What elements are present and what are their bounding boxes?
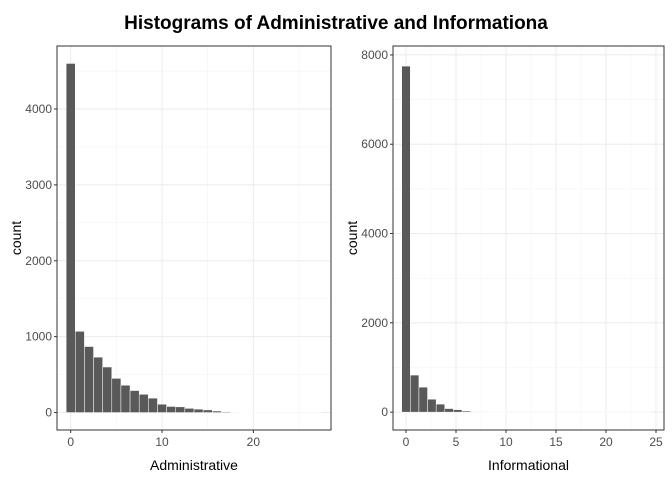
admin-bar [266,412,277,414]
admin-bar [120,384,131,413]
info-y-tick-label: 0 [381,405,388,419]
admin-panel-border [56,45,332,431]
info-bar [435,403,446,413]
admin-bar [166,406,176,413]
info-bar [522,411,532,413]
info-bar [427,398,437,413]
info-x-tick-label: 20 [599,435,613,449]
informational-histogram: 0 2000 4000 6000 8000 0 5 10 15 20 25 Informational… [344,45,665,473]
figure-title: Histograms of Administrative and Informa… [124,13,548,34]
admin-bar [148,397,158,413]
info-bar [418,386,428,413]
info-bar [410,374,420,413]
info-y-tick-label: 6000 [361,137,388,151]
info-bar [504,411,515,413]
admin-bar [75,331,85,413]
info-bar [608,411,618,413]
admin-bar [257,412,268,414]
info-x-tick-label: 5 [453,435,460,449]
admin-bar [175,406,186,413]
info-y-tick-label: 8000 [361,48,388,62]
admin-x-tick-label: 10 [155,435,169,449]
admin-bar [84,346,94,413]
info-bar [479,411,489,413]
admin-x-tick-label: 0 [67,435,74,449]
info-bar [496,411,506,413]
info-bar [556,411,566,413]
info-bar [591,411,601,413]
admin-bar [65,63,76,413]
administrative-histogram: 0 1000 2000 3000 4000 0 10 20 Administrative coun… [8,45,332,473]
info-y-tick-label: 2000 [361,316,388,330]
info-bar [530,411,540,413]
admin-bar [102,366,113,413]
admin-y-axis-title: count [8,221,24,255]
info-bar [616,411,627,413]
info-bar [453,409,463,413]
admin-bar [202,409,213,413]
info-bar [582,411,592,413]
info-x-tick-label: 10 [499,435,513,449]
admin-y-tick-label: 2000 [25,254,52,268]
admin-bar [230,411,240,413]
info-bar [599,411,609,413]
info-bar [470,411,480,413]
admin-y-tick-label: 4000 [25,102,52,116]
admin-bar [275,412,286,414]
admin-y-tick-label: 0 [45,406,52,420]
info-x-tick-label: 15 [549,435,563,449]
admin-bar [212,410,222,413]
info-bar [547,411,558,413]
info-bar [634,411,644,413]
info-bar [539,411,549,413]
admin-bar [129,390,140,413]
admin-bar [221,411,231,413]
admin-bar [184,408,195,413]
info-y-axis-title: count [344,221,360,255]
info-bar [444,408,454,413]
info-y-tick-label: 4000 [361,227,388,241]
info-bar [642,411,652,413]
admin-x-tick-label: 20 [247,435,261,449]
admin-bar [312,412,323,414]
info-bar [625,411,635,413]
admin-y-tick-label: 3000 [25,178,52,192]
admin-bar [285,412,295,414]
admin-bar [138,394,149,413]
info-bar [565,411,575,413]
admin-bar [248,412,259,414]
admin-bar [294,412,304,414]
admin-y-tick-label: 1000 [25,330,52,344]
info-bar [401,65,411,413]
admin-bar [303,412,313,414]
info-x-tick-label: 25 [649,435,663,449]
info-panel-border [392,45,665,431]
info-bar [461,410,471,413]
info-x-axis-title: Informational [488,457,569,473]
info-x-tick-label: 0 [403,435,410,449]
info-bar [573,411,583,413]
admin-bar [93,356,103,413]
info-bar [487,411,497,413]
admin-x-axis-title: Administrative [150,457,238,473]
admin-bar [111,378,122,413]
info-bar [513,411,523,413]
admin-bar [239,411,250,413]
admin-bar [157,403,167,413]
admin-bar [193,408,204,413]
